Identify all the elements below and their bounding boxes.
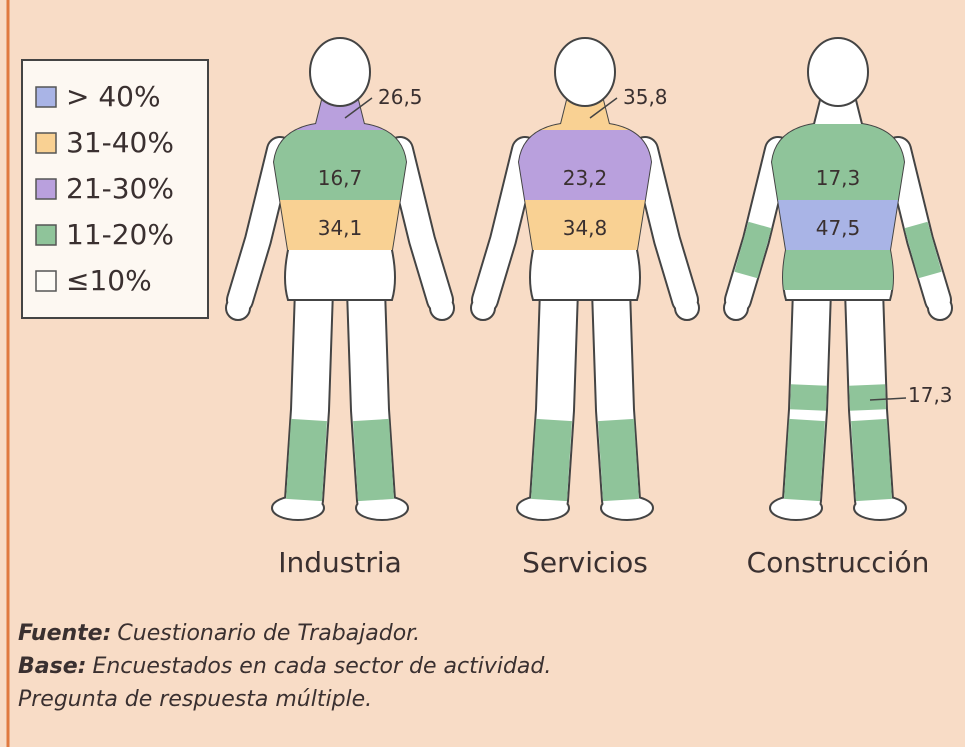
value-label: 47,5	[816, 216, 861, 240]
note: Base: Encuestados en cada sector de activ…	[18, 654, 551, 679]
legend-label: > 40%	[66, 80, 161, 113]
calf	[851, 418, 892, 502]
forearm	[734, 221, 772, 279]
legend-label: 31-40%	[66, 126, 174, 159]
legend-swatch	[35, 132, 57, 154]
value-label: 26,5	[378, 85, 423, 109]
note-text: Cuestionario de Trabajador.	[117, 621, 420, 646]
torso-region	[519, 200, 651, 250]
body-figure: Construcción 17,3 47,5 17,3	[723, 37, 953, 579]
torso-region	[772, 124, 904, 200]
figure-name: Industria	[278, 546, 402, 579]
legend-swatch	[35, 178, 57, 200]
limb	[633, 138, 697, 312]
legend-label: ≤10%	[66, 264, 152, 297]
legend-label: 11-20%	[66, 218, 174, 251]
head	[554, 37, 616, 107]
torso-region	[274, 130, 406, 200]
limb	[228, 138, 292, 312]
torso-region	[772, 250, 904, 290]
value-label: 17,3	[908, 383, 953, 407]
legend-label: 21-30%	[66, 172, 174, 205]
value-label: 16,7	[318, 166, 363, 190]
note-label: Fuente:	[18, 621, 111, 646]
value-label: 23,2	[563, 166, 608, 190]
calf	[531, 418, 572, 502]
note-text: Pregunta de respuesta múltiple.	[18, 687, 372, 712]
calf	[784, 418, 825, 502]
torso-region	[519, 130, 651, 200]
figure-name: Servicios	[522, 546, 648, 579]
head	[309, 37, 371, 107]
calf	[286, 418, 327, 502]
value-label: 35,8	[623, 85, 668, 109]
calf	[353, 418, 394, 502]
leader-line	[869, 397, 907, 401]
legend-swatch	[35, 270, 57, 292]
figure-name: Construcción	[747, 546, 930, 579]
value-label: 34,1	[318, 216, 363, 240]
torso-regions	[772, 124, 904, 290]
torso-region	[274, 200, 406, 250]
legend-swatch	[35, 86, 57, 108]
limb	[388, 138, 452, 312]
value-label: 17,3	[816, 166, 861, 190]
note: Pregunta de respuesta múltiple.	[18, 687, 372, 712]
body-figure: Industria 26,5 16,7 34,1	[225, 37, 455, 579]
leader-line	[344, 97, 373, 119]
legend-swatch	[35, 224, 57, 246]
note-text: Encuestados en cada sector de actividad.	[92, 654, 551, 679]
torso-region	[772, 200, 904, 250]
head	[807, 37, 869, 107]
knee	[790, 384, 827, 411]
forearm	[904, 221, 942, 279]
calf	[598, 418, 639, 502]
knee	[849, 384, 886, 411]
limb	[473, 138, 537, 312]
note: Fuente: Cuestionario de Trabajador.	[18, 621, 420, 646]
note-label: Base:	[18, 654, 86, 679]
leader-line	[589, 97, 618, 119]
value-label: 34,8	[563, 216, 608, 240]
